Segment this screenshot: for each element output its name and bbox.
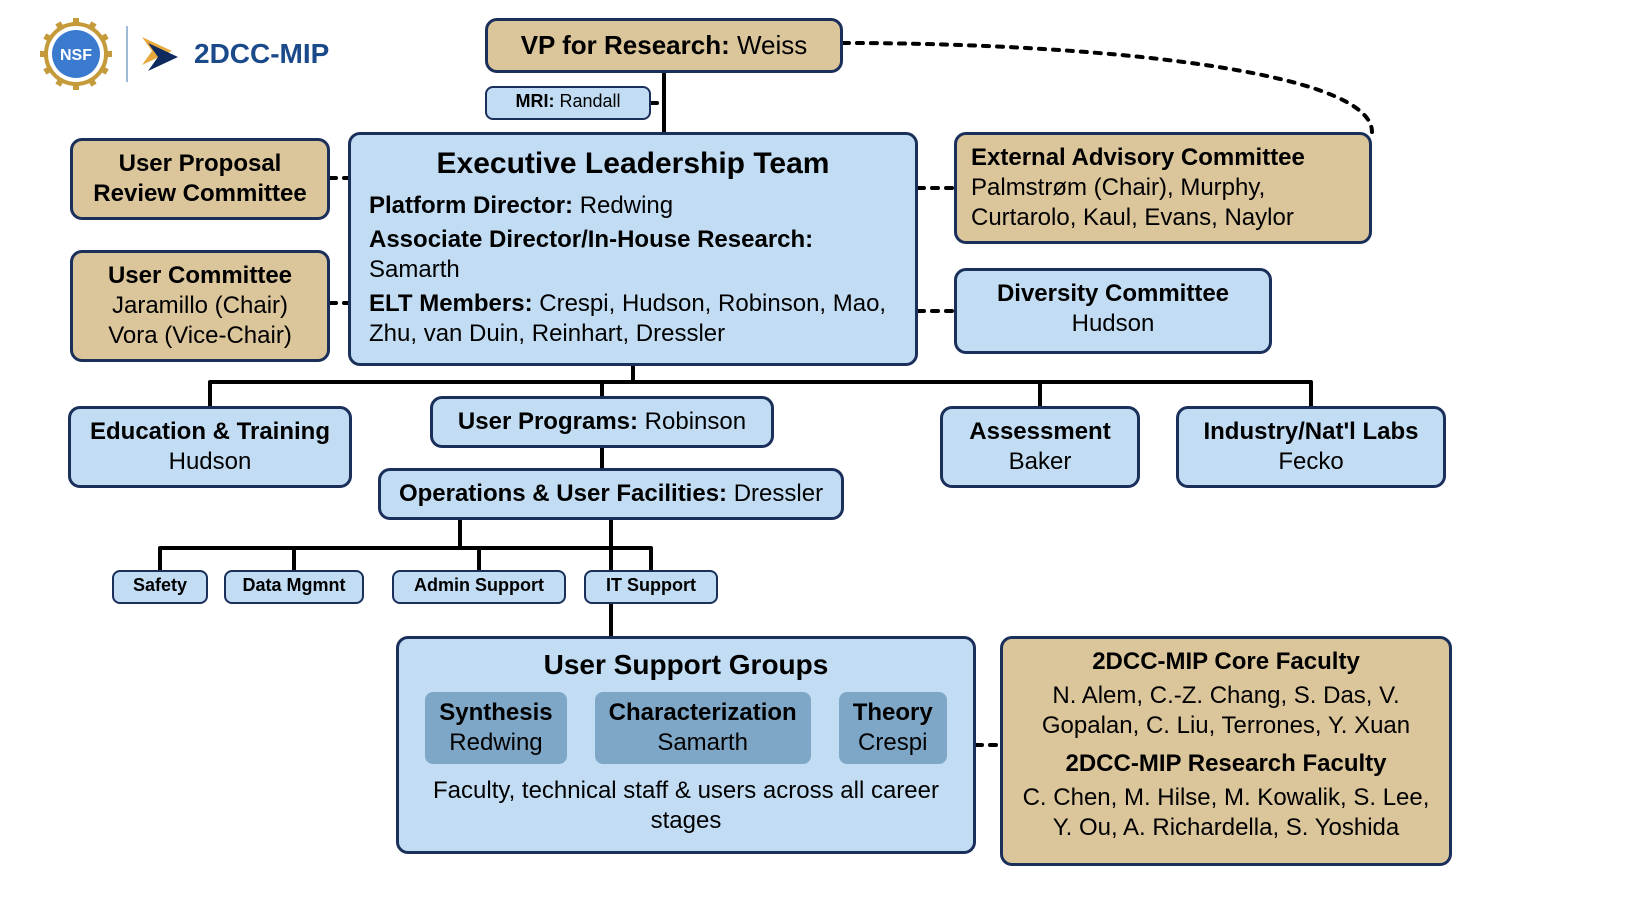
usg-footnote: Faculty, technical staff & users across … bbox=[413, 776, 959, 836]
uprc-line2: Review Committee bbox=[87, 179, 313, 209]
usg-groups-row: SynthesisRedwing CharacterizationSamarth T… bbox=[413, 692, 959, 764]
node-assessment: Assessment Baker bbox=[940, 406, 1140, 488]
elt-title: Executive Leadership Team bbox=[369, 145, 897, 183]
node-external-advisory-committee: External Advisory Committee Palmstrøm (C… bbox=[954, 132, 1372, 244]
node-user-committee: User Committee Jaramillo (Chair) Vora (V… bbox=[70, 250, 330, 362]
ass-name: Baker bbox=[957, 447, 1123, 477]
uc-line2: Vora (Vice-Chair) bbox=[87, 321, 313, 351]
eac-line1: Palmstrøm (Chair), Murphy, bbox=[971, 173, 1355, 203]
node-mri: MRI: Randall bbox=[485, 86, 651, 120]
logo-block: NSF 2DCC-MIP bbox=[40, 18, 340, 90]
elt-ad-name: Samarth bbox=[369, 256, 460, 283]
ind-name: Fecko bbox=[1193, 447, 1429, 477]
nsf-logo-icon: NSF bbox=[40, 18, 112, 90]
ass-title: Assessment bbox=[957, 417, 1123, 447]
fac-research-names: C. Chen, M. Hilse, M. Kowalik, S. Lee, Y… bbox=[1017, 783, 1435, 843]
admin-label: Admin Support bbox=[414, 575, 544, 595]
node-faculty: 2DCC-MIP Core Faculty N. Alem, C.-Z. Cha… bbox=[1000, 636, 1452, 866]
ind-title: Industry/Nat'l Labs bbox=[1193, 417, 1429, 447]
mri-name: Randall bbox=[554, 91, 620, 111]
fac-core-names: N. Alem, C.-Z. Chang, S. Das, V. Gopalan… bbox=[1017, 681, 1435, 741]
vp-label: VP for Research: bbox=[521, 30, 730, 60]
it-label: IT Support bbox=[606, 575, 696, 595]
node-safety: Safety bbox=[112, 570, 208, 604]
usg-subgroup: TheoryCrespi bbox=[839, 692, 947, 764]
ops-label: Operations & User Facilities: bbox=[399, 480, 727, 507]
node-user-support-groups: User Support Groups SynthesisRedwing Char… bbox=[396, 636, 976, 854]
up-name: Robinson bbox=[638, 408, 746, 435]
uc-line1: Jaramillo (Chair) bbox=[87, 291, 313, 321]
usg-subgroup-name: Crespi bbox=[853, 728, 933, 758]
safety-label: Safety bbox=[133, 575, 187, 595]
edu-name: Hudson bbox=[85, 447, 335, 477]
node-vp-research: VP for Research: Weiss bbox=[485, 18, 843, 73]
elt-pd-label: Platform Director: bbox=[369, 192, 573, 219]
usg-subgroup: CharacterizationSamarth bbox=[595, 692, 811, 764]
elt-ad-label: Associate Director/In-House Research: bbox=[369, 226, 813, 253]
dm-label: Data Mgmnt bbox=[243, 575, 346, 595]
usg-title: User Support Groups bbox=[413, 647, 959, 682]
ops-name: Dressler bbox=[727, 480, 823, 507]
edu-title: Education & Training bbox=[85, 417, 335, 447]
node-operations-user-facilities: Operations & User Facilities: Dressler bbox=[378, 468, 844, 520]
node-user-programs: User Programs: Robinson bbox=[430, 396, 774, 448]
usg-subgroup-name: Redwing bbox=[439, 728, 552, 758]
eac-line2: Curtarolo, Kaul, Evans, Naylor bbox=[971, 203, 1355, 233]
node-executive-leadership-team: Executive Leadership Team Platform Direc… bbox=[348, 132, 918, 366]
uc-title: User Committee bbox=[87, 261, 313, 291]
up-label: User Programs: bbox=[458, 408, 638, 435]
usg-subgroup: SynthesisRedwing bbox=[425, 692, 566, 764]
vp-name: Weiss bbox=[730, 30, 808, 60]
usg-subgroup-title: Theory bbox=[853, 698, 933, 728]
logo-text: 2DCC-MIP bbox=[194, 38, 329, 70]
mri-label: MRI: bbox=[515, 91, 554, 111]
elt-pd-name: Redwing bbox=[573, 192, 673, 219]
div-title: Diversity Committee bbox=[971, 279, 1255, 309]
fac-research-title: 2DCC-MIP Research Faculty bbox=[1017, 749, 1435, 779]
eac-title: External Advisory Committee bbox=[971, 143, 1355, 173]
node-it-support: IT Support bbox=[584, 570, 718, 604]
elt-members-label: ELT Members: bbox=[369, 290, 533, 317]
fac-core-title: 2DCC-MIP Core Faculty bbox=[1017, 647, 1435, 677]
node-education-training: Education & Training Hudson bbox=[68, 406, 352, 488]
svg-text:NSF: NSF bbox=[60, 47, 92, 64]
node-industry-natl-labs: Industry/Nat'l Labs Fecko bbox=[1176, 406, 1446, 488]
usg-subgroup-title: Synthesis bbox=[439, 698, 552, 728]
node-user-proposal-review-committee: User Proposal Review Committee bbox=[70, 138, 330, 220]
usg-subgroup-name: Samarth bbox=[609, 728, 797, 758]
div-name: Hudson bbox=[971, 309, 1255, 339]
node-diversity-committee: Diversity Committee Hudson bbox=[954, 268, 1272, 354]
uprc-line1: User Proposal bbox=[87, 149, 313, 179]
node-data-mgmt: Data Mgmnt bbox=[224, 570, 364, 604]
usg-subgroup-title: Characterization bbox=[609, 698, 797, 728]
node-admin-support: Admin Support bbox=[392, 570, 566, 604]
mip-arrow-icon bbox=[142, 31, 180, 77]
